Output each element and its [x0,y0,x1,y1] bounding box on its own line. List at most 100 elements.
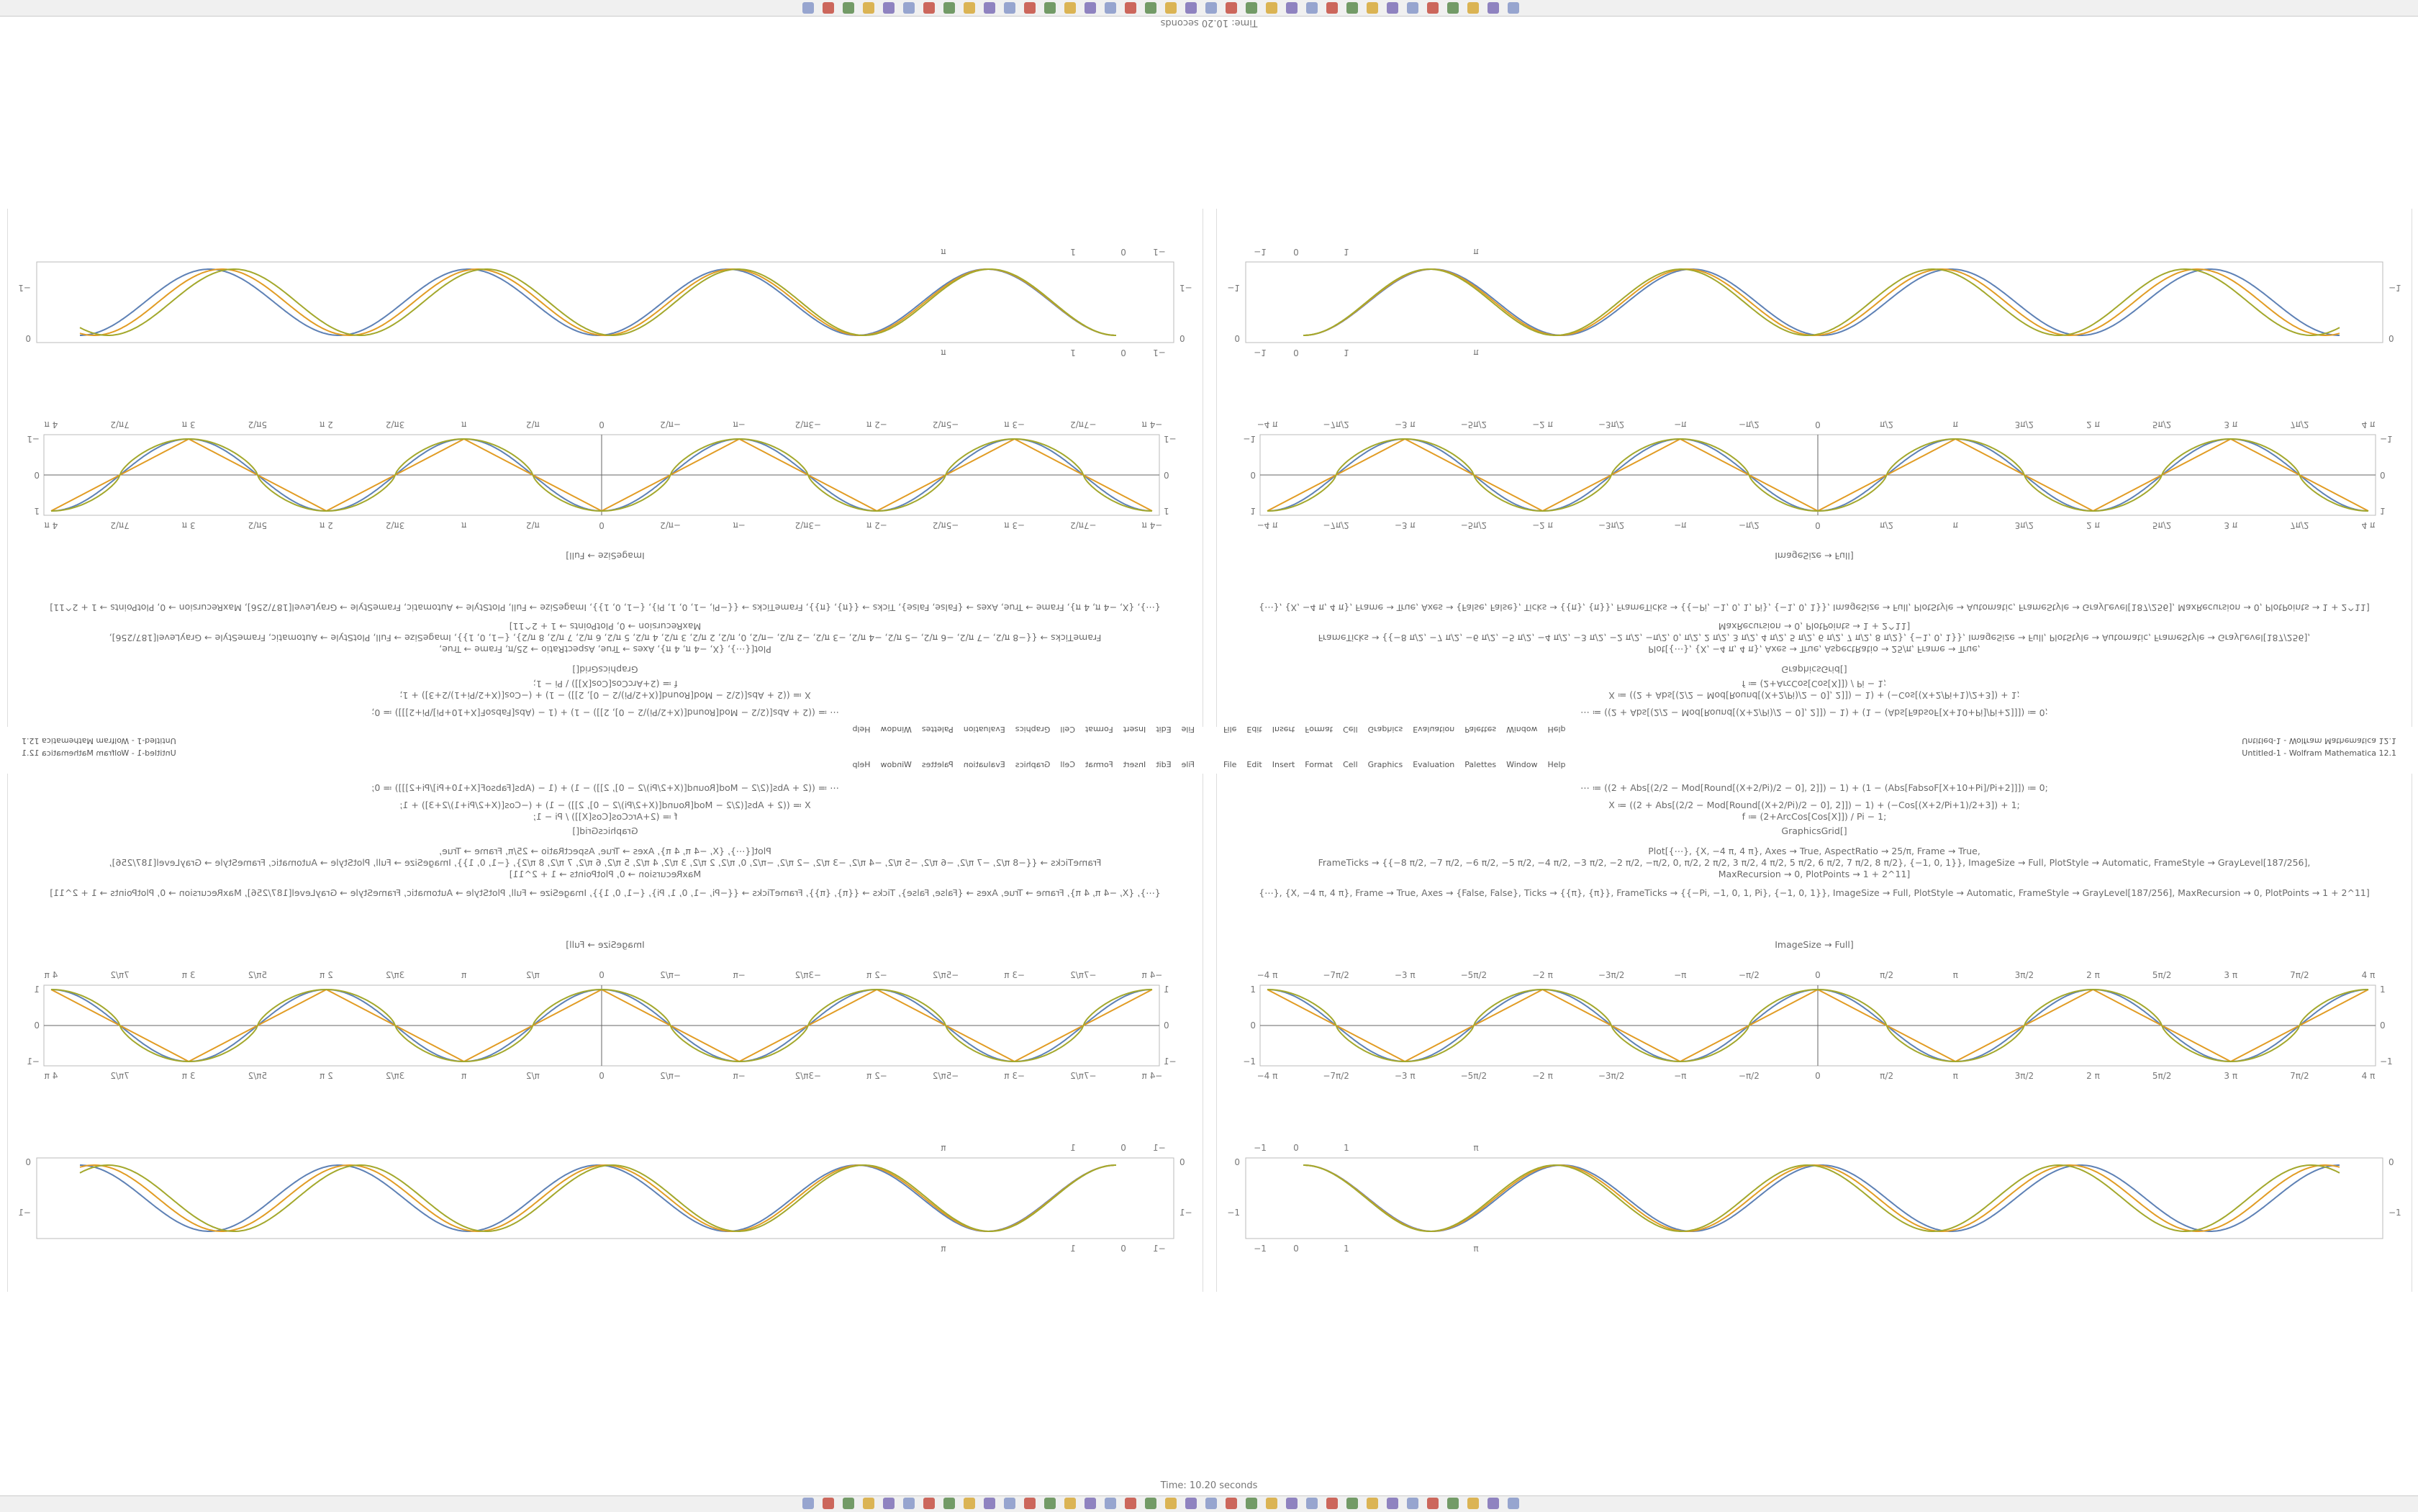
y-tick-label: 0 [2388,1157,2394,1167]
y-tick-label: 0 [1250,1020,1256,1031]
x-tick-label: 3π/2 [2015,970,2034,980]
menu-item[interactable]: Format [1305,760,1333,769]
y-tick-label: 0 [25,1157,31,1167]
x-tick-label: 5π/2 [2152,520,2172,530]
menu-item[interactable]: Insert [1123,760,1146,769]
x-tick-label: −2 π [866,970,887,980]
menu-item[interactable]: Format [1085,760,1113,769]
menu-item[interactable]: Help [1547,725,1566,734]
menu-item[interactable]: File [1223,725,1237,734]
y-tick-label: 0 [34,470,40,480]
menu-item[interactable]: Insert [1272,760,1295,769]
taskbar-icon [883,1498,895,1509]
y-tick-label: −1 [1179,1208,1192,1218]
menu-item[interactable]: Cell [1060,725,1075,734]
x-tick-label: −5π/2 [1461,1071,1488,1081]
taskbar-icon [1326,1498,1338,1509]
taskbar-icon [1185,1498,1197,1509]
taskbar-icon [1367,1498,1378,1509]
y-tick-label: −1 [18,283,31,293]
taskbar-icon [1488,1498,1499,1509]
menu-item[interactable]: Format [1085,725,1113,734]
menu-item[interactable]: Graphics [1015,725,1051,734]
taskbar-icon [984,2,995,14]
x-tick-label: 7π/2 [110,970,130,980]
x-tick-label: −7π/2 [1323,1071,1349,1081]
taskbar-icon [943,2,955,14]
menu-band: Untitled-1 - Wolfram Mathematica 12.1 Fil… [1216,723,2411,746]
x-tick-label: 7π/2 [110,520,130,530]
menu-item[interactable]: File [1181,760,1195,769]
menu-item[interactable]: Insert [1123,725,1146,734]
x-tick-label: −π [1674,1071,1686,1081]
x-tick-label: π/2 [526,1071,540,1081]
x-tick-label: −7π/2 [1070,520,1097,530]
taskbar-icon [903,2,915,14]
menu-item[interactable]: File [1223,760,1237,769]
x-tick-label: 0 [1293,348,1299,358]
x-tick-label: 1 [1070,247,1076,257]
taskbar-icon [1246,1498,1257,1509]
menu-item[interactable]: Help [852,760,871,769]
menu-item[interactable]: Help [852,725,871,734]
y-tick-label: 1 [1164,984,1169,995]
curve [51,989,1152,1062]
x-tick-label: 4 π [2362,970,2376,980]
menu-item[interactable]: Evaluation [963,760,1005,769]
x-tick-label: 3π/2 [2015,420,2034,430]
menu-item[interactable]: Edit [1156,760,1172,769]
y-tick-label: −1 [1227,1208,1240,1218]
menu-item[interactable]: Cell [1343,760,1358,769]
taskbar-icon [823,1498,834,1509]
menu-item[interactable]: Cell [1060,760,1075,769]
plot-frame [1245,1157,2383,1239]
plot-frame [36,1157,1174,1239]
x-tick-label: 3 π [182,520,196,530]
menu-item[interactable]: Window [880,725,912,734]
menu-item[interactable]: Edit [1246,760,1262,769]
window-title: Untitled-1 - Wolfram Mathematica 12.1 [22,736,176,746]
x-tick-label: −2 π [1532,420,1553,430]
x-tick-label: −7π/2 [1070,420,1097,430]
x-tick-label: 3 π [182,420,196,430]
x-tick-label: −π [733,1071,746,1081]
menu-item[interactable]: Palettes [1464,725,1497,734]
x-tick-label: π/2 [1880,1071,1893,1081]
taskbar-icon [964,1498,975,1509]
menu-item[interactable]: Insert [1272,725,1295,734]
menu-item[interactable]: Palettes [1464,760,1497,769]
menu-item[interactable]: Cell [1343,725,1358,734]
menu-item[interactable]: Palettes [921,725,954,734]
taskbar-icon [1427,2,1439,14]
x-tick-label: −3 π [1395,1071,1416,1081]
x-tick-label: π [1473,348,1478,358]
menu-item[interactable]: Evaluation [963,725,1005,734]
x-tick-label: −π/2 [660,520,681,530]
x-tick-label: −1 [1153,247,1166,257]
x-tick-label: 4 π [2362,1071,2376,1081]
code-line: f ≔ (2+ArcCos[Cos[X]]) / Pi − 1; [1742,811,1887,822]
taskbar-icon [1488,2,1499,14]
taskbar-icon [802,1498,814,1509]
menu-item[interactable]: File [1181,725,1195,734]
taskbar-icon [1205,2,1217,14]
menu-item[interactable]: Window [880,760,912,769]
x-tick-label: π/2 [1880,420,1893,430]
menu-item[interactable]: Window [1506,760,1538,769]
menu-item[interactable]: Edit [1156,725,1172,734]
menu-item[interactable]: Graphics [1015,760,1051,769]
menu-item[interactable]: Format [1305,725,1333,734]
x-tick-label: −π/2 [1739,1071,1760,1081]
menu-item[interactable]: Graphics [1367,760,1403,769]
menu-item[interactable]: Graphics [1367,725,1403,734]
menu-item[interactable]: Evaluation [1413,760,1455,769]
taskbar-icon [903,1498,915,1509]
menu-item[interactable]: Window [1506,725,1538,734]
menu-item[interactable]: Edit [1246,725,1262,734]
x-tick-label: −7π/2 [1070,970,1097,980]
menu-item[interactable]: Help [1547,760,1566,769]
menu-item[interactable]: Palettes [921,760,954,769]
x-tick-label: 0 [1815,1071,1821,1081]
menu-item[interactable]: Evaluation [1413,725,1455,734]
x-tick-label: −3 π [1395,970,1416,980]
